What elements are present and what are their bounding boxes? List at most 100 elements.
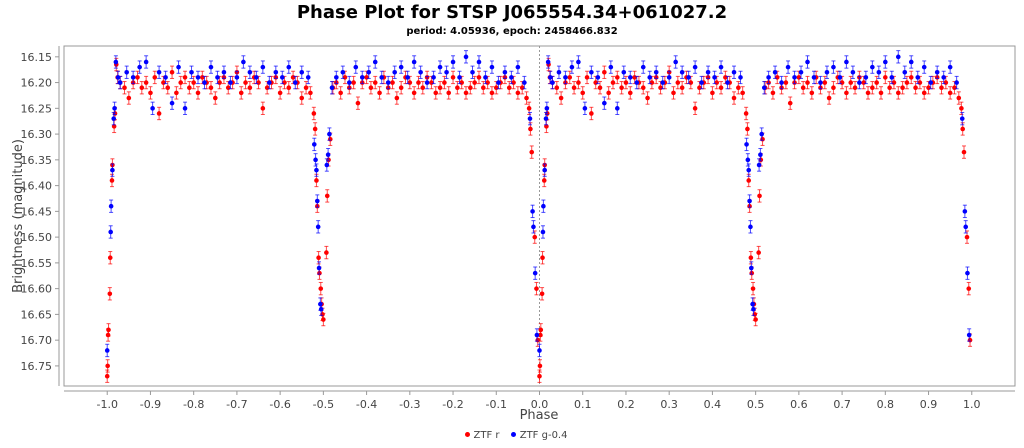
data-point	[954, 80, 959, 85]
data-point	[241, 59, 246, 65]
data-point	[805, 59, 810, 65]
data-point	[593, 80, 598, 85]
y-tick-label: 16.50	[21, 231, 53, 244]
x-tick-label: 0.3	[660, 398, 678, 411]
data-point	[926, 85, 931, 91]
data-point	[705, 69, 711, 75]
data-point	[316, 265, 322, 271]
data-point	[104, 348, 110, 353]
data-point	[606, 90, 611, 96]
data-point	[889, 75, 895, 80]
data-point	[122, 85, 127, 91]
data-point	[528, 126, 533, 132]
data-point	[117, 80, 123, 85]
data-point	[247, 69, 253, 75]
data-point	[961, 149, 967, 155]
data-point	[576, 80, 581, 85]
x-tick-label: -0.7	[226, 398, 247, 411]
data-point	[844, 90, 849, 96]
data-point	[156, 111, 162, 116]
y-tick-label: 16.70	[21, 334, 53, 347]
data-point	[758, 152, 763, 157]
data-point	[165, 85, 171, 91]
data-point	[895, 54, 901, 60]
data-point	[967, 337, 973, 343]
data-point	[126, 95, 132, 101]
data-point	[602, 100, 607, 106]
data-point	[960, 126, 965, 132]
data-point	[615, 106, 620, 111]
x-tick-label: -1.0	[96, 398, 117, 411]
data-point	[750, 301, 755, 307]
data-point	[939, 85, 944, 91]
data-point	[745, 157, 751, 163]
x-tick-label: -0.1	[486, 398, 507, 411]
data-point	[511, 80, 516, 85]
data-point	[744, 142, 749, 147]
chart-title: Phase Plot for STSP J065554.34+061027.2	[296, 2, 728, 23]
data-point	[538, 327, 544, 333]
x-tick-label: -0.4	[356, 398, 377, 411]
data-point	[299, 69, 305, 75]
data-point	[532, 234, 538, 240]
data-point	[148, 90, 153, 96]
data-point	[137, 64, 142, 70]
data-point	[392, 69, 397, 75]
data-point	[108, 229, 113, 235]
data-point	[623, 80, 629, 85]
x-tick-label: 0.1	[574, 398, 592, 411]
data-point	[279, 75, 285, 80]
data-point	[534, 332, 540, 338]
data-point	[111, 116, 117, 121]
data-point	[597, 85, 603, 91]
data-point	[824, 69, 830, 75]
data-point	[529, 149, 535, 155]
data-point	[658, 85, 663, 91]
data-point	[759, 131, 764, 137]
data-point	[109, 178, 115, 183]
data-point	[327, 131, 332, 137]
data-point	[314, 178, 319, 183]
data-point	[718, 64, 724, 70]
data-point	[558, 95, 564, 101]
data-point	[277, 90, 283, 96]
data-point	[527, 116, 533, 121]
data-point	[826, 95, 832, 101]
data-point	[766, 75, 771, 80]
data-point	[254, 75, 259, 80]
data-point	[874, 80, 879, 85]
data-point	[870, 64, 875, 70]
data-point	[746, 167, 752, 173]
data-point	[481, 85, 486, 91]
data-point	[850, 69, 856, 75]
x-tick-label: 0.0	[531, 398, 549, 411]
data-point	[749, 265, 754, 271]
data-point	[576, 59, 581, 65]
data-point	[779, 80, 784, 85]
data-point	[225, 85, 231, 91]
data-point	[398, 85, 404, 91]
x-tick-label: 0.4	[704, 398, 722, 411]
data-point	[455, 85, 460, 91]
data-point	[267, 80, 272, 85]
data-point	[537, 363, 543, 369]
data-point	[537, 348, 542, 353]
data-point	[542, 167, 547, 173]
data-point	[200, 75, 205, 80]
data-point	[515, 90, 521, 96]
data-point	[595, 75, 601, 80]
data-point	[963, 224, 969, 230]
data-point	[104, 373, 110, 379]
axes: -1.0 -0.9 -0.8 -0.7 -0.6 -0.5 -0.4 -0.3 -0.2 -0.1…	[21, 46, 1015, 411]
data-point	[217, 80, 222, 85]
x-tick-label: 0.2	[617, 398, 635, 411]
data-point	[928, 80, 934, 85]
data-point	[883, 59, 888, 65]
data-point	[212, 95, 218, 101]
data-point	[169, 69, 175, 75]
data-point	[647, 75, 653, 80]
data-point	[541, 178, 547, 183]
data-point	[748, 224, 753, 230]
data-point	[554, 85, 560, 91]
